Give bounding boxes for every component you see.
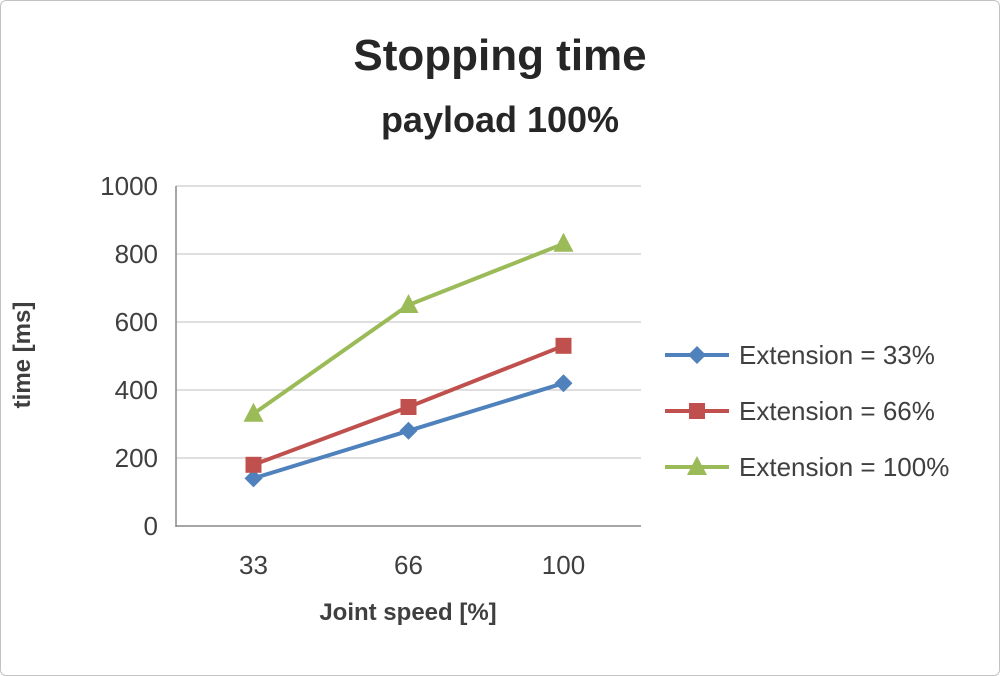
legend-swatch-square-icon bbox=[665, 403, 729, 419]
y-tick-label: 200 bbox=[115, 443, 158, 473]
legend-item: Extension = 66% bbox=[663, 395, 949, 427]
x-axis-title: Joint speed [%] bbox=[319, 599, 497, 626]
triangle-marker-icon bbox=[553, 232, 574, 252]
y-tick-label: 600 bbox=[115, 307, 158, 337]
square-marker-icon bbox=[245, 456, 262, 473]
legend-swatch-triangle-icon bbox=[665, 456, 729, 475]
legend-item: Extension = 33% bbox=[663, 339, 949, 371]
diamond-marker-icon bbox=[554, 374, 573, 393]
square-marker-icon bbox=[400, 399, 417, 415]
triangle-marker-icon bbox=[398, 294, 419, 313]
legend-label: Extension = 100% bbox=[739, 451, 950, 482]
y-axis-title: time [ms] bbox=[9, 301, 36, 409]
x-tick-label: 66 bbox=[394, 550, 423, 580]
y-tick-label: 1000 bbox=[100, 171, 158, 201]
x-tick-label: 100 bbox=[542, 550, 585, 580]
triangle-marker-icon bbox=[243, 402, 264, 422]
legend-label: Extension = 66% bbox=[739, 395, 935, 426]
y-tick-label: 0 bbox=[144, 511, 158, 541]
y-tick-label: 400 bbox=[115, 375, 158, 405]
triangle-marker-icon bbox=[687, 456, 707, 475]
diamond-marker-icon bbox=[688, 346, 706, 364]
square-marker-icon bbox=[555, 337, 572, 354]
y-tick-label: 800 bbox=[115, 239, 158, 269]
diamond-marker-icon bbox=[244, 469, 263, 488]
series-line bbox=[251, 241, 566, 416]
legend-label: Extension = 33% bbox=[739, 339, 935, 370]
square-marker-icon bbox=[689, 403, 705, 419]
legend-swatch-diamond-icon bbox=[665, 346, 729, 364]
legend-item: Extension = 100% bbox=[663, 451, 949, 483]
legend: Extension = 33% Extension = 66% Extensio… bbox=[663, 339, 949, 483]
chart-subtitle: payload 100% bbox=[380, 99, 620, 140]
diamond-marker-icon bbox=[399, 421, 418, 440]
chart-title: Stopping time bbox=[353, 31, 647, 80]
x-tick-label: 33 bbox=[239, 550, 268, 580]
